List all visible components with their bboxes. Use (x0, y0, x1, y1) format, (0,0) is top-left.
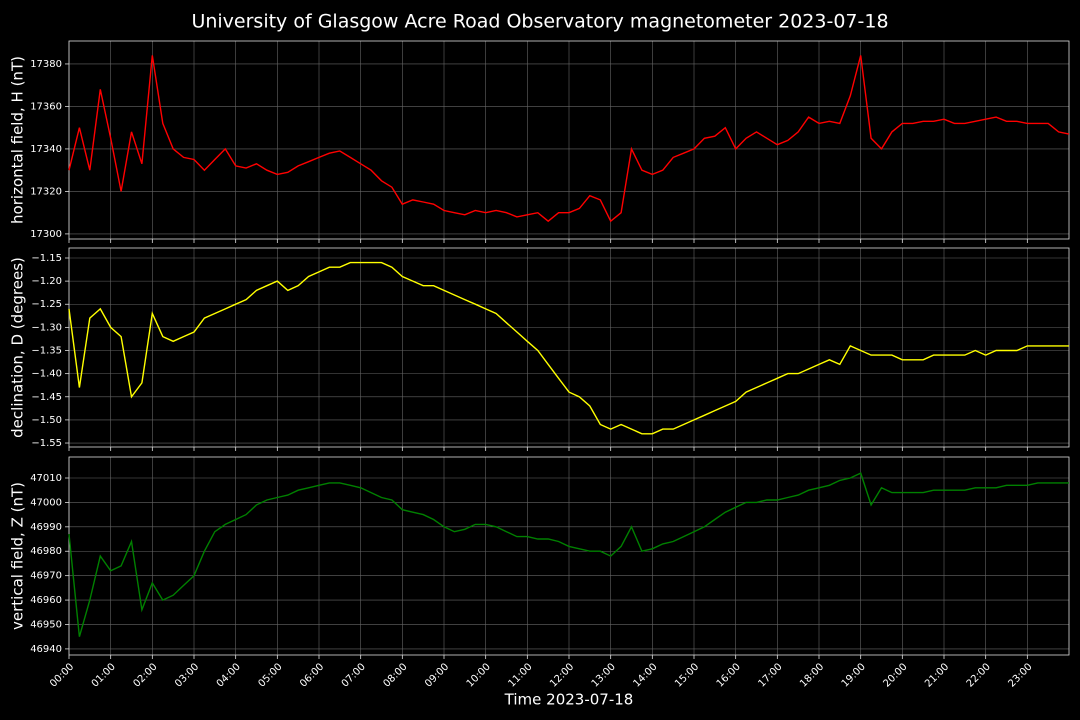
y-tick-label: 46950 (30, 619, 62, 630)
y-tick-label: −1.15 (31, 253, 62, 264)
y-tick-label: 17380 (30, 59, 62, 70)
y-tick-label: −1.40 (31, 369, 62, 380)
y-axis-label: horizontal field, H (nT) (9, 56, 27, 224)
y-tick-label: 46990 (30, 522, 62, 533)
y-tick-label: 17300 (30, 229, 62, 240)
y-tick-label: −1.50 (31, 415, 62, 426)
data-line (68, 261, 1069, 435)
y-tick-label: −1.25 (31, 299, 62, 310)
y-tick-label: 46940 (30, 644, 62, 655)
y-tick-label: 46970 (30, 571, 62, 582)
y-tick-label: 17320 (30, 186, 62, 197)
axes-frame (68, 456, 1070, 656)
x-axis-label: Time 2023-07-18 (504, 691, 634, 709)
axes-frame (68, 40, 1070, 240)
y-tick-label: 17340 (30, 144, 62, 155)
y-tick-label: 47000 (30, 497, 62, 508)
y-axis-label: declination, D (degrees) (9, 257, 27, 438)
y-tick-label: −1.30 (31, 322, 62, 333)
chart-title: University of Glasgow Acre Road Observat… (191, 11, 888, 33)
data-line (68, 472, 1069, 637)
data-line (68, 55, 1070, 223)
y-tick-label: −1.35 (31, 346, 62, 357)
y-tick-label: −1.55 (31, 438, 62, 449)
axes-frame (68, 247, 1070, 448)
y-axis-label: vertical field, Z (nT) (9, 482, 27, 630)
y-tick-label: −1.20 (31, 276, 62, 287)
y-tick-label: −1.45 (31, 392, 62, 403)
y-tick-label: 47010 (30, 473, 62, 484)
y-tick-label: 17360 (30, 101, 62, 112)
y-tick-label: 46960 (30, 595, 62, 606)
y-tick-label: 46980 (30, 546, 62, 557)
